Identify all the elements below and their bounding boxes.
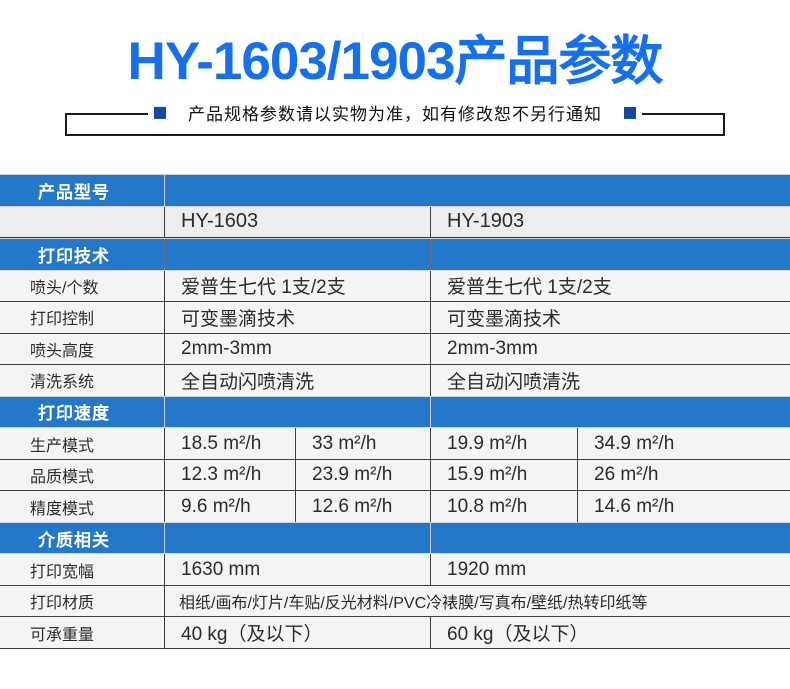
spec-label: 生产模式 [30,437,95,455]
spec-value: 60 kg（及以下） [430,617,790,648]
section-label: 打印速度 [38,404,110,424]
section-spacer [430,522,790,554]
square-bullet-icon [154,106,166,119]
spec-label: 清洗系统 [30,374,95,392]
notice-label: 产品规格参数请以实物为准，如有修改恕不另行通知 [148,97,642,127]
material-list: 相纸/画布/灯片/车贴/反光材料/PVC冷裱膜/写真布/壁纸/热转印纸等 [164,585,790,617]
speed-value: 23.9 m²/h [295,459,430,491]
spec-value: 全自动闪喷清洗 [164,365,430,396]
section-row-media: 介质相关 [0,521,790,555]
speed-row-production-mode: 生产模式 18.5 m²/h 33 m²/h 19.9 m²/h 34.9 m²… [0,428,790,459]
speed-value: 12.6 m²/h [295,491,430,522]
spec-row-print-material: 打印材质 相纸/画布/灯片/车贴/反光材料/PVC冷裱膜/写真布/壁纸/热转印纸… [0,584,790,617]
section-spacer [164,175,430,206]
spec-label: 喷头高度 [30,342,95,360]
spec-value: 1920 mm [430,554,790,585]
section-row-print-tech: 打印技术 [0,238,790,271]
spec-label: 可承重量 [30,626,95,644]
speed-value: 26 m²/h [577,459,790,491]
spec-value: 2mm-3mm [164,333,430,365]
speed-value: 19.9 m²/h [430,428,577,459]
speed-value: 33 m²/h [295,428,430,459]
model-name-1603: HY-1603 [164,206,430,238]
section-spacer [164,239,430,270]
section-spacer [164,522,430,554]
speed-value: 9.6 m²/h [164,491,295,522]
spec-row-cleaning-system: 清洗系统 全自动闪喷清洗 全自动闪喷清洗 [0,364,790,396]
spec-value: 可变墨滴技术 [430,302,790,333]
model-row: HY-1603 HY-1903 [0,206,790,239]
spec-value: 40 kg（及以下） [164,617,430,648]
spec-label: 品质模式 [30,469,95,487]
spec-value: 爱普生七代 1支/2支 [430,270,790,302]
section-spacer [430,239,790,270]
spec-value: 全自动闪喷清洗 [430,365,790,396]
spec-label: 打印材质 [30,595,95,613]
speed-value: 14.6 m²/h [577,491,790,522]
product-spec-page: HY-1603/1903产品参数 产品规格参数请以实物为准，如有修改恕不另行通知… [0,32,790,689]
notice-box: 产品规格参数请以实物为准，如有修改恕不另行通知 [65,97,725,136]
spec-value: 可变墨滴技术 [164,302,430,333]
section-row-product-model: 产品型号 [0,174,790,207]
section-label: 介质相关 [38,530,110,550]
spec-table: 产品型号 HY-1603 HY-1903 打印技术 喷头/个数 爱普生七代 1支… [0,174,790,649]
section-spacer [430,396,790,428]
section-spacer [430,175,790,206]
spec-label: 打印控制 [30,311,95,329]
model-name-1903: HY-1903 [430,206,790,238]
spec-row-print-control: 打印控制 可变墨滴技术 可变墨滴技术 [0,301,790,333]
spec-row-printhead-height: 喷头高度 2mm-3mm 2mm-3mm [0,332,790,365]
speed-value: 12.3 m²/h [164,459,295,491]
speed-value: 10.8 m²/h [430,491,577,522]
model-label-empty [0,207,164,238]
speed-value: 18.5 m²/h [164,428,295,459]
speed-row-quality-mode: 品质模式 12.3 m²/h 23.9 m²/h 15.9 m²/h 26 m²… [0,458,790,491]
spec-label: 喷头/个数 [30,279,99,297]
spec-value: 爱普生七代 1支/2支 [164,270,430,302]
spec-label: 打印宽幅 [30,563,95,581]
notice-text: 产品规格参数请以实物为准，如有修改恕不另行通知 [188,104,602,124]
spec-value: 2mm-3mm [430,333,790,365]
square-bullet-icon [624,106,636,119]
section-label: 产品型号 [38,182,110,202]
spec-row-max-weight: 可承重量 40 kg（及以下） 60 kg（及以下） [0,616,790,648]
section-label: 打印技术 [38,246,110,266]
speed-value: 34.9 m²/h [577,428,790,459]
page-title: HY-1603/1903产品参数 [127,32,664,91]
spec-label: 精度模式 [30,500,95,518]
spec-row-printhead-count: 喷头/个数 爱普生七代 1支/2支 爱普生七代 1支/2支 [0,270,790,302]
section-row-print-speed: 打印速度 [0,395,790,429]
speed-value: 15.9 m²/h [430,459,577,491]
section-spacer [164,396,430,428]
spec-row-print-width: 打印宽幅 1630 mm 1920 mm [0,554,790,585]
spec-value: 1630 mm [164,554,430,585]
speed-row-precision-mode: 精度模式 9.6 m²/h 12.6 m²/h 10.8 m²/h 14.6 m… [0,490,790,522]
